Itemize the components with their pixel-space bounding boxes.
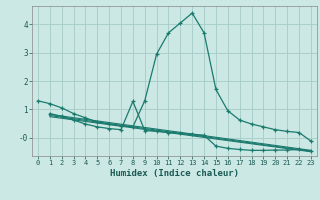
X-axis label: Humidex (Indice chaleur): Humidex (Indice chaleur)	[110, 169, 239, 178]
